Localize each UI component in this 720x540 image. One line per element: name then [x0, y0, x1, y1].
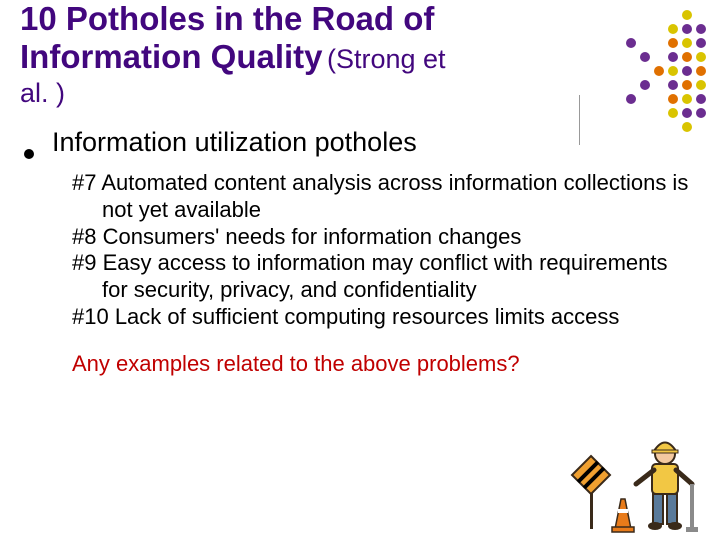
dot — [680, 50, 694, 64]
dot — [624, 50, 638, 64]
dot — [694, 92, 708, 106]
dot — [666, 50, 680, 64]
dot — [596, 50, 610, 64]
slide-title-sub: (Strong et — [327, 44, 446, 74]
dot — [652, 120, 666, 134]
dot — [680, 92, 694, 106]
subtitle-text: Information utilization potholes — [52, 127, 417, 158]
dot — [596, 120, 610, 134]
dot — [666, 106, 680, 120]
dot — [652, 64, 666, 78]
dot — [694, 8, 708, 22]
dot — [652, 36, 666, 50]
dot — [624, 8, 638, 22]
dot — [680, 78, 694, 92]
dot — [624, 120, 638, 134]
dot — [610, 64, 624, 78]
dot — [680, 120, 694, 134]
dot — [652, 92, 666, 106]
dot — [680, 22, 694, 36]
dot — [624, 106, 638, 120]
dot — [610, 36, 624, 50]
dot — [638, 120, 652, 134]
list-item: #8 Consumers' needs for information chan… — [72, 224, 696, 251]
dot — [680, 106, 694, 120]
dot — [666, 22, 680, 36]
dot — [694, 78, 708, 92]
list-item: #7 Automated content analysis across inf… — [72, 170, 696, 224]
items-list: #7 Automated content analysis across inf… — [24, 166, 696, 331]
dot — [610, 92, 624, 106]
dot — [638, 50, 652, 64]
dot — [666, 78, 680, 92]
dot — [610, 8, 624, 22]
dot — [610, 22, 624, 36]
decorative-dot-grid — [596, 8, 708, 134]
dot — [694, 106, 708, 120]
dot — [666, 8, 680, 22]
dot — [624, 36, 638, 50]
dot — [624, 78, 638, 92]
dot — [596, 22, 610, 36]
dot — [638, 36, 652, 50]
dot — [666, 120, 680, 134]
dot — [638, 64, 652, 78]
dot — [666, 36, 680, 50]
dot — [610, 50, 624, 64]
dot — [638, 78, 652, 92]
dot — [652, 106, 666, 120]
dot — [680, 8, 694, 22]
dot — [652, 50, 666, 64]
dot — [596, 36, 610, 50]
dot — [596, 78, 610, 92]
dot — [694, 120, 708, 134]
dot — [638, 106, 652, 120]
bullet-icon — [24, 149, 34, 159]
slide-title-al: al. ) — [20, 78, 535, 109]
dot — [694, 22, 708, 36]
dot — [624, 64, 638, 78]
list-item: #9 Easy access to information may confli… — [72, 250, 696, 304]
dot — [624, 92, 638, 106]
dot — [680, 36, 694, 50]
decorative-vertical-line — [579, 95, 580, 145]
dot — [596, 8, 610, 22]
dot — [596, 64, 610, 78]
dot — [610, 78, 624, 92]
dot — [596, 106, 610, 120]
dot — [666, 92, 680, 106]
dot — [624, 22, 638, 36]
dot — [694, 64, 708, 78]
dot — [652, 22, 666, 36]
dot — [694, 36, 708, 50]
dot — [694, 50, 708, 64]
dot — [680, 64, 694, 78]
question-text: Any examples related to the above proble… — [24, 331, 696, 377]
list-item: #10 Lack of sufficient computing resourc… — [72, 304, 696, 331]
dot — [610, 106, 624, 120]
dot — [652, 8, 666, 22]
dot — [652, 78, 666, 92]
dot — [596, 92, 610, 106]
construction-worker-clipart — [570, 424, 710, 534]
dot — [638, 92, 652, 106]
dot — [638, 8, 652, 22]
dot — [610, 120, 624, 134]
dot — [638, 22, 652, 36]
dot — [666, 64, 680, 78]
